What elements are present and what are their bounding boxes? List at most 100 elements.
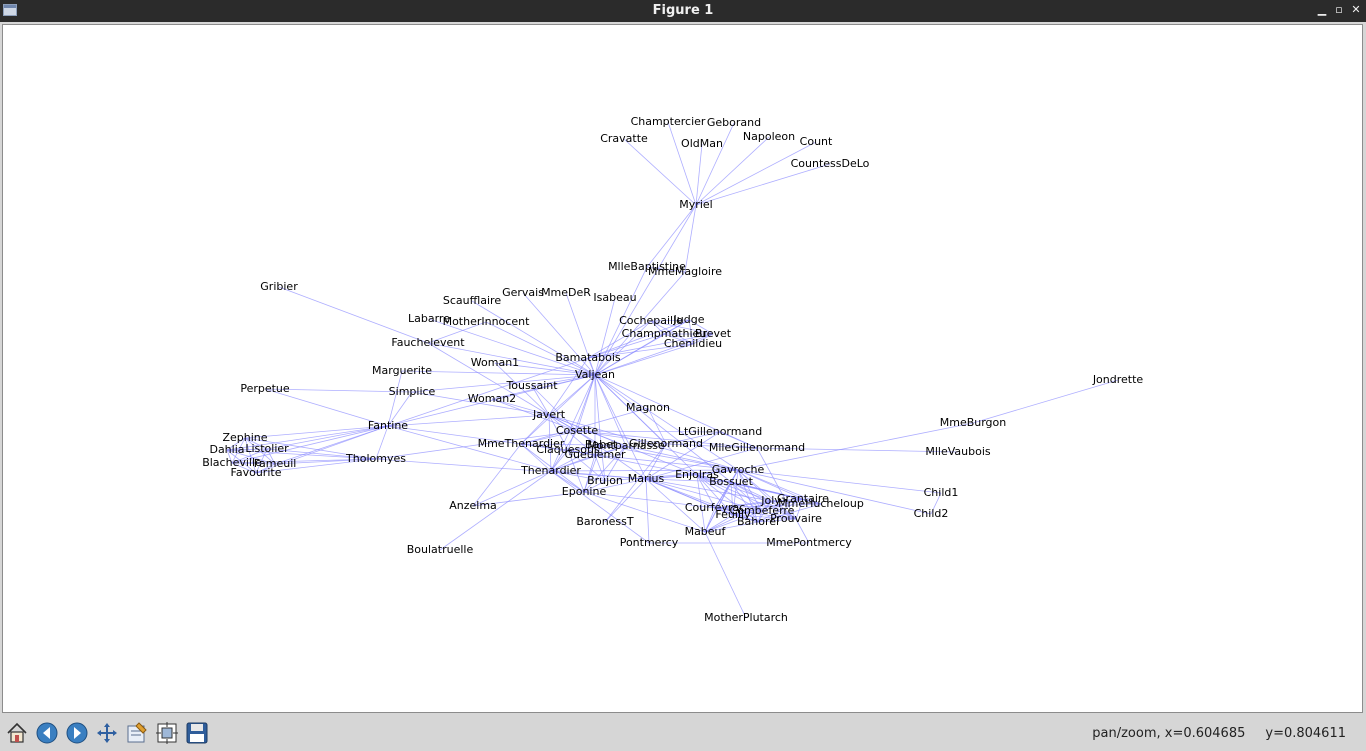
graph-edge	[757, 518, 797, 523]
configure-button[interactable]	[153, 719, 181, 747]
maximize-icon[interactable]: ▫	[1335, 3, 1343, 16]
node-label: MlleBaptistine	[608, 260, 686, 273]
graph-edge	[737, 469, 932, 515]
node-label: Prouvaire	[770, 512, 822, 525]
graph-edge	[471, 300, 596, 376]
node-label: Babet	[585, 438, 618, 451]
graph-edge	[583, 491, 706, 533]
graph-edge	[714, 498, 804, 509]
graph-edge	[583, 480, 606, 493]
pan-button[interactable]	[93, 719, 121, 747]
graph-edge	[255, 425, 389, 474]
graph-edge	[594, 343, 694, 376]
graph-edge	[244, 425, 389, 439]
graph-edge	[645, 478, 759, 523]
graph-edge	[663, 333, 694, 345]
graph-edge	[567, 449, 585, 493]
graph-edge	[567, 374, 596, 451]
graph-edge	[548, 357, 589, 416]
graph-edge	[594, 374, 698, 476]
graph-edge	[472, 470, 552, 507]
status-readout: pan/zoom, x=0.604685 y=0.804611	[1092, 726, 1346, 741]
close-icon[interactable]: ✕	[1351, 3, 1361, 16]
graph-edge	[550, 374, 596, 472]
graph-edge	[494, 362, 550, 416]
node-label: Bahorel	[737, 515, 779, 528]
graph-edge	[244, 437, 257, 474]
graph-edge	[732, 514, 797, 520]
graph-edge	[587, 320, 652, 359]
graph-edge	[604, 443, 667, 523]
graph-edge	[695, 143, 703, 206]
graph-edge	[737, 469, 759, 523]
graph-edge	[244, 437, 268, 450]
node-label: Grantaire	[777, 492, 829, 505]
graph-edge	[387, 357, 589, 427]
node-label: Fameuil	[254, 457, 297, 470]
graph-edge	[714, 507, 797, 520]
graph-edge	[531, 374, 596, 387]
figure-canvas[interactable]: Myriel Napoleon MlleBaptistine MmeMagloire C…	[2, 24, 1363, 713]
graph-edge	[684, 204, 697, 273]
graph-edge	[520, 443, 602, 446]
graph-edge	[264, 388, 389, 427]
node-label: Gervais	[502, 286, 544, 299]
graph-edge	[567, 449, 606, 482]
node-label: MmeDeR	[541, 286, 591, 299]
graph-edge	[576, 430, 667, 445]
graph-edge	[770, 498, 804, 502]
graph-edge	[730, 481, 772, 502]
back-button[interactable]	[33, 719, 61, 747]
graph-edge	[737, 469, 763, 512]
graph-edge	[704, 521, 759, 533]
graph-edge	[472, 443, 522, 507]
graph-edge	[645, 431, 721, 480]
graph-edge	[692, 333, 714, 345]
graph-edge	[730, 481, 734, 516]
node-label: Gueulemer	[564, 448, 626, 461]
node-label: Simplice	[389, 385, 436, 398]
graph-edge	[548, 414, 552, 472]
graph-edge	[594, 320, 652, 376]
graph-edge	[704, 531, 747, 619]
home-button[interactable]	[3, 719, 31, 747]
node-label: Boulatruelle	[407, 543, 474, 556]
graph-edge	[387, 391, 413, 427]
node-label: Gavroche	[712, 463, 765, 476]
graph-edge	[646, 266, 686, 273]
node-label: Chenildieu	[664, 337, 722, 350]
save-button[interactable]	[183, 719, 211, 747]
graph-edge	[650, 320, 694, 345]
graph-edge	[520, 443, 569, 451]
graph-edge	[387, 374, 596, 427]
node-label: Mabeuf	[685, 525, 727, 538]
graph-edge	[565, 292, 596, 376]
minimize-icon[interactable]: ▁	[1317, 3, 1327, 16]
node-label: Blacheville	[202, 456, 262, 469]
graph-edge	[231, 448, 268, 464]
graph-edge	[491, 398, 550, 416]
graph-edge	[231, 462, 276, 465]
node-label: Favourite	[231, 466, 282, 479]
edit-icon	[127, 722, 147, 743]
graph-edge	[583, 444, 602, 493]
graph-edge	[594, 454, 606, 482]
graph-edge	[264, 388, 413, 393]
graph-edge	[583, 491, 716, 509]
node-label: Champtercier	[631, 115, 706, 128]
graph-edge	[520, 374, 596, 445]
graph-edge	[756, 447, 959, 453]
graph-edge	[548, 414, 569, 451]
graph-edge	[665, 431, 721, 445]
graph-edge	[401, 370, 596, 376]
graph-edge	[583, 478, 647, 493]
graph-edge	[587, 343, 694, 359]
node-label: MlleVaubois	[925, 445, 991, 458]
graph-edge	[737, 469, 772, 502]
graph-edge	[387, 425, 522, 445]
graph-edge	[761, 510, 797, 520]
graph-edge	[594, 333, 665, 376]
subplots-button[interactable]	[123, 719, 151, 747]
forward-button[interactable]	[63, 719, 91, 747]
node-label: Fauchelevent	[391, 336, 465, 349]
